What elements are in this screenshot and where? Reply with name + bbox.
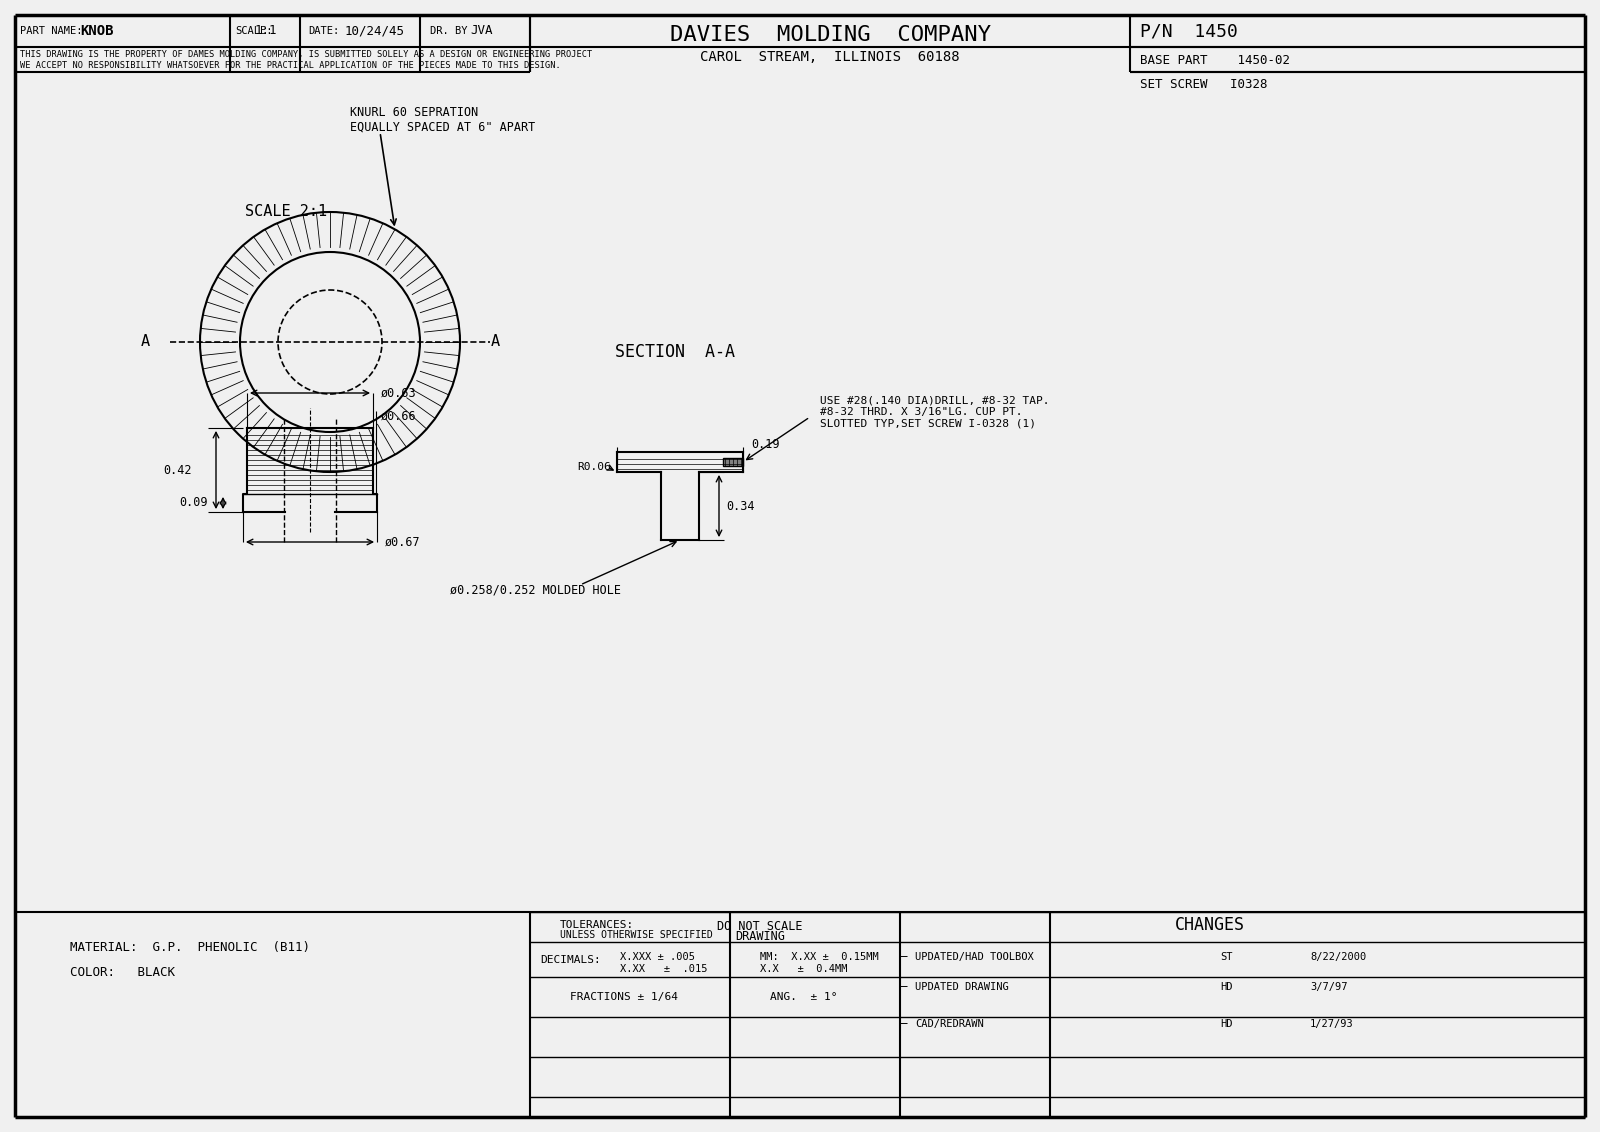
- Text: DO NOT SCALE: DO NOT SCALE: [717, 920, 803, 934]
- Text: CAD/REDRAWN: CAD/REDRAWN: [915, 1019, 984, 1029]
- Text: THIS DRAWING IS THE PROPERTY OF DAMES MOLDING COMPANY, IS SUBMITTED SOLELY AS A : THIS DRAWING IS THE PROPERTY OF DAMES MO…: [19, 50, 592, 70]
- Text: 8/22/2000: 8/22/2000: [1310, 952, 1366, 962]
- Text: KNURL 60 SEPRATION
EQUALLY SPACED AT 6" APART: KNURL 60 SEPRATION EQUALLY SPACED AT 6" …: [350, 106, 536, 134]
- Text: 3/7/97: 3/7/97: [1310, 981, 1347, 992]
- Text: ø0.67: ø0.67: [386, 535, 421, 549]
- Text: DRAWING: DRAWING: [734, 931, 786, 943]
- Text: 0.42: 0.42: [163, 463, 192, 477]
- Text: SECTION  A-A: SECTION A-A: [614, 343, 734, 361]
- Text: FRACTIONS ± 1/64: FRACTIONS ± 1/64: [570, 992, 678, 1002]
- Text: DECIMALS:: DECIMALS:: [541, 955, 600, 964]
- Text: X.XX   ±  .015: X.XX ± .015: [621, 964, 707, 974]
- Text: ø0.258/0.252 MOLDED HOLE: ø0.258/0.252 MOLDED HOLE: [450, 583, 621, 597]
- Text: MM:  X.XX ±  0.15MM: MM: X.XX ± 0.15MM: [760, 952, 878, 962]
- Text: MATERIAL:  G.P.  PHENOLIC  (B11): MATERIAL: G.P. PHENOLIC (B11): [70, 941, 310, 953]
- Text: CAROL  STREAM,  ILLINOIS  60188: CAROL STREAM, ILLINOIS 60188: [701, 50, 960, 65]
- Text: ø0.63: ø0.63: [381, 386, 416, 400]
- Text: DATE:: DATE:: [307, 26, 339, 36]
- Text: TOLERANCES:: TOLERANCES:: [560, 920, 634, 931]
- Text: –: –: [899, 1018, 907, 1030]
- Text: UPDATED/HAD TOOLBOX: UPDATED/HAD TOOLBOX: [915, 952, 1034, 962]
- Text: UNLESS OTHERWISE SPECIFIED: UNLESS OTHERWISE SPECIFIED: [560, 931, 712, 940]
- Text: 1:1: 1:1: [254, 25, 277, 37]
- Text: 0.09: 0.09: [179, 497, 208, 509]
- Text: 0.19: 0.19: [750, 438, 779, 452]
- Text: HD: HD: [1221, 1019, 1232, 1029]
- Text: P/N  1450: P/N 1450: [1139, 22, 1238, 40]
- Text: X.XXX ± .005: X.XXX ± .005: [621, 952, 694, 962]
- Text: CHANGES: CHANGES: [1174, 916, 1245, 934]
- Text: SCALE 2:1: SCALE 2:1: [245, 205, 326, 220]
- Bar: [723, 458, 742, 466]
- Text: A: A: [141, 334, 149, 350]
- Text: PART NAME:: PART NAME:: [19, 26, 83, 36]
- Text: –: –: [899, 951, 907, 963]
- Text: ANG.  ± 1°: ANG. ± 1°: [770, 992, 837, 1002]
- Text: R0.06: R0.06: [578, 462, 611, 472]
- Text: SET SCREW   I0328: SET SCREW I0328: [1139, 77, 1267, 91]
- Text: 10/24/45: 10/24/45: [346, 25, 405, 37]
- Text: UPDATED DRAWING: UPDATED DRAWING: [915, 981, 1008, 992]
- Text: 0.34: 0.34: [726, 499, 755, 513]
- Text: BASE PART    1450-02: BASE PART 1450-02: [1139, 53, 1290, 67]
- Text: COLOR:   BLACK: COLOR: BLACK: [70, 966, 174, 978]
- Text: KNOB: KNOB: [80, 24, 114, 38]
- Text: –: –: [899, 980, 907, 994]
- Text: A: A: [491, 334, 499, 350]
- Text: DAVIES  MOLDING  COMPANY: DAVIES MOLDING COMPANY: [669, 25, 990, 45]
- Text: ø0.66: ø0.66: [381, 410, 416, 422]
- Text: SCALE:: SCALE:: [235, 26, 272, 36]
- Text: HD: HD: [1221, 981, 1232, 992]
- Text: X.X   ±  0.4MM: X.X ± 0.4MM: [760, 964, 848, 974]
- Text: ST: ST: [1221, 952, 1232, 962]
- Text: USE #28(.140 DIA)DRILL, #8-32 TAP.
#8-32 THRD. X 3/16"LG. CUP PT.
SLOTTED TYP,SE: USE #28(.140 DIA)DRILL, #8-32 TAP. #8-32…: [819, 395, 1050, 429]
- Text: JVA: JVA: [470, 25, 493, 37]
- Text: 1/27/93: 1/27/93: [1310, 1019, 1354, 1029]
- Text: DR. BY: DR. BY: [430, 26, 467, 36]
